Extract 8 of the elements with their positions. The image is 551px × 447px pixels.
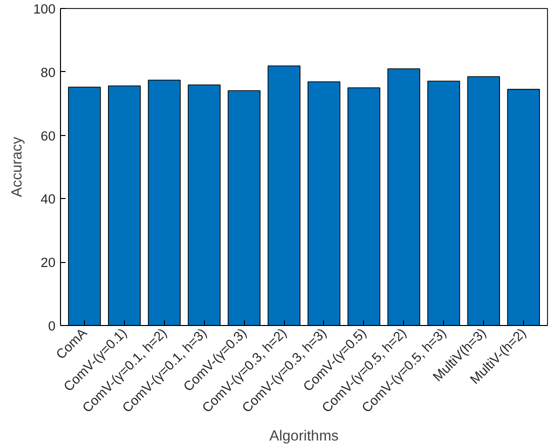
x-axis-title: Algorithms bbox=[269, 428, 339, 445]
y-tick-label: 100 bbox=[33, 2, 56, 16]
y-tick-label: 20 bbox=[40, 255, 56, 270]
y-tick-label: 0 bbox=[48, 318, 56, 334]
y-tick-label: 40 bbox=[40, 192, 56, 207]
y-tick-label: 60 bbox=[40, 128, 56, 144]
y-tick-label: 80 bbox=[40, 64, 56, 80]
y-axis-title: Accuracy bbox=[9, 136, 26, 198]
